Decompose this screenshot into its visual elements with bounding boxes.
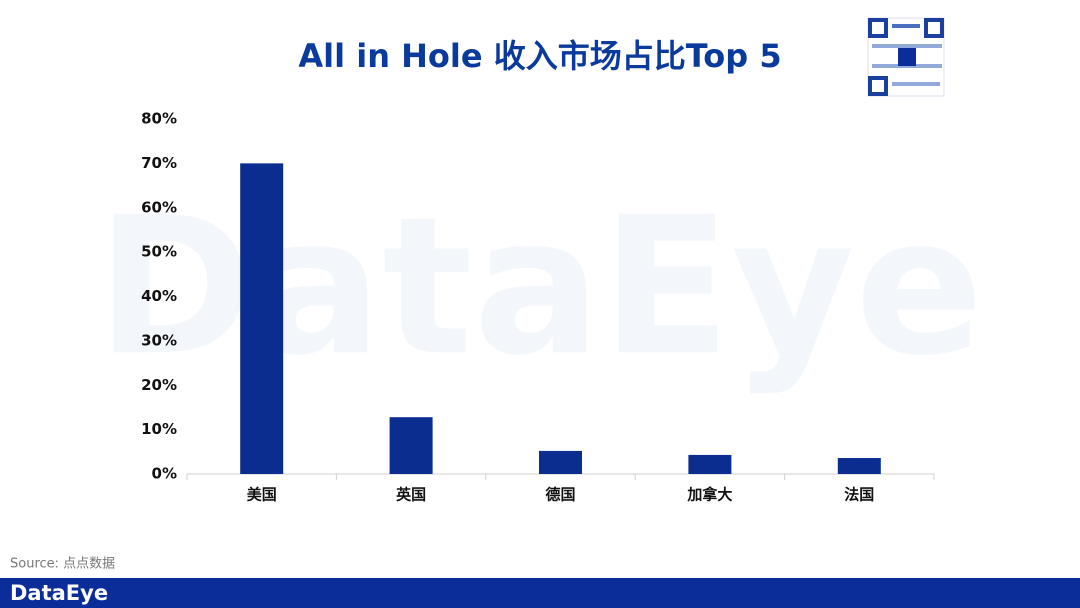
footer-bar xyxy=(0,578,1080,608)
qr-dots xyxy=(892,82,940,86)
y-tick-label: 60% xyxy=(141,198,177,216)
bar xyxy=(688,454,732,474)
watermark: DataEye xyxy=(96,176,983,397)
qr-corner xyxy=(868,18,888,38)
x-tick-label: 德国 xyxy=(545,486,575,504)
y-tick-label: 0% xyxy=(152,465,177,483)
bar xyxy=(389,417,433,474)
qr-dots xyxy=(892,24,920,28)
y-tick-label: 70% xyxy=(141,154,177,172)
y-tick-label: 10% xyxy=(141,420,177,438)
chart-title: All in Hole 收入市场占比Top 5 xyxy=(298,37,781,75)
y-tick-label: 20% xyxy=(141,376,177,394)
y-tick-label: 40% xyxy=(141,287,177,305)
bar xyxy=(837,458,881,474)
y-tick-label: 80% xyxy=(141,110,177,128)
qr-code xyxy=(867,17,945,97)
y-tick-label: 30% xyxy=(141,331,177,349)
qr-corner xyxy=(868,76,888,96)
x-tick-label: 加拿大 xyxy=(686,486,732,504)
qr-logo xyxy=(898,48,916,66)
bar xyxy=(539,450,582,474)
x-tick-label: 英国 xyxy=(396,486,426,504)
qr-dots xyxy=(872,44,942,48)
y-tick-label: 50% xyxy=(141,243,177,261)
source: Source: 点点数据 xyxy=(10,557,115,572)
x-tick-label: 美国 xyxy=(247,486,277,504)
footer-brand: DataEye xyxy=(10,581,108,605)
bar xyxy=(240,163,284,474)
x-tick-label: 法国 xyxy=(844,486,874,504)
qr-corner xyxy=(924,18,944,38)
